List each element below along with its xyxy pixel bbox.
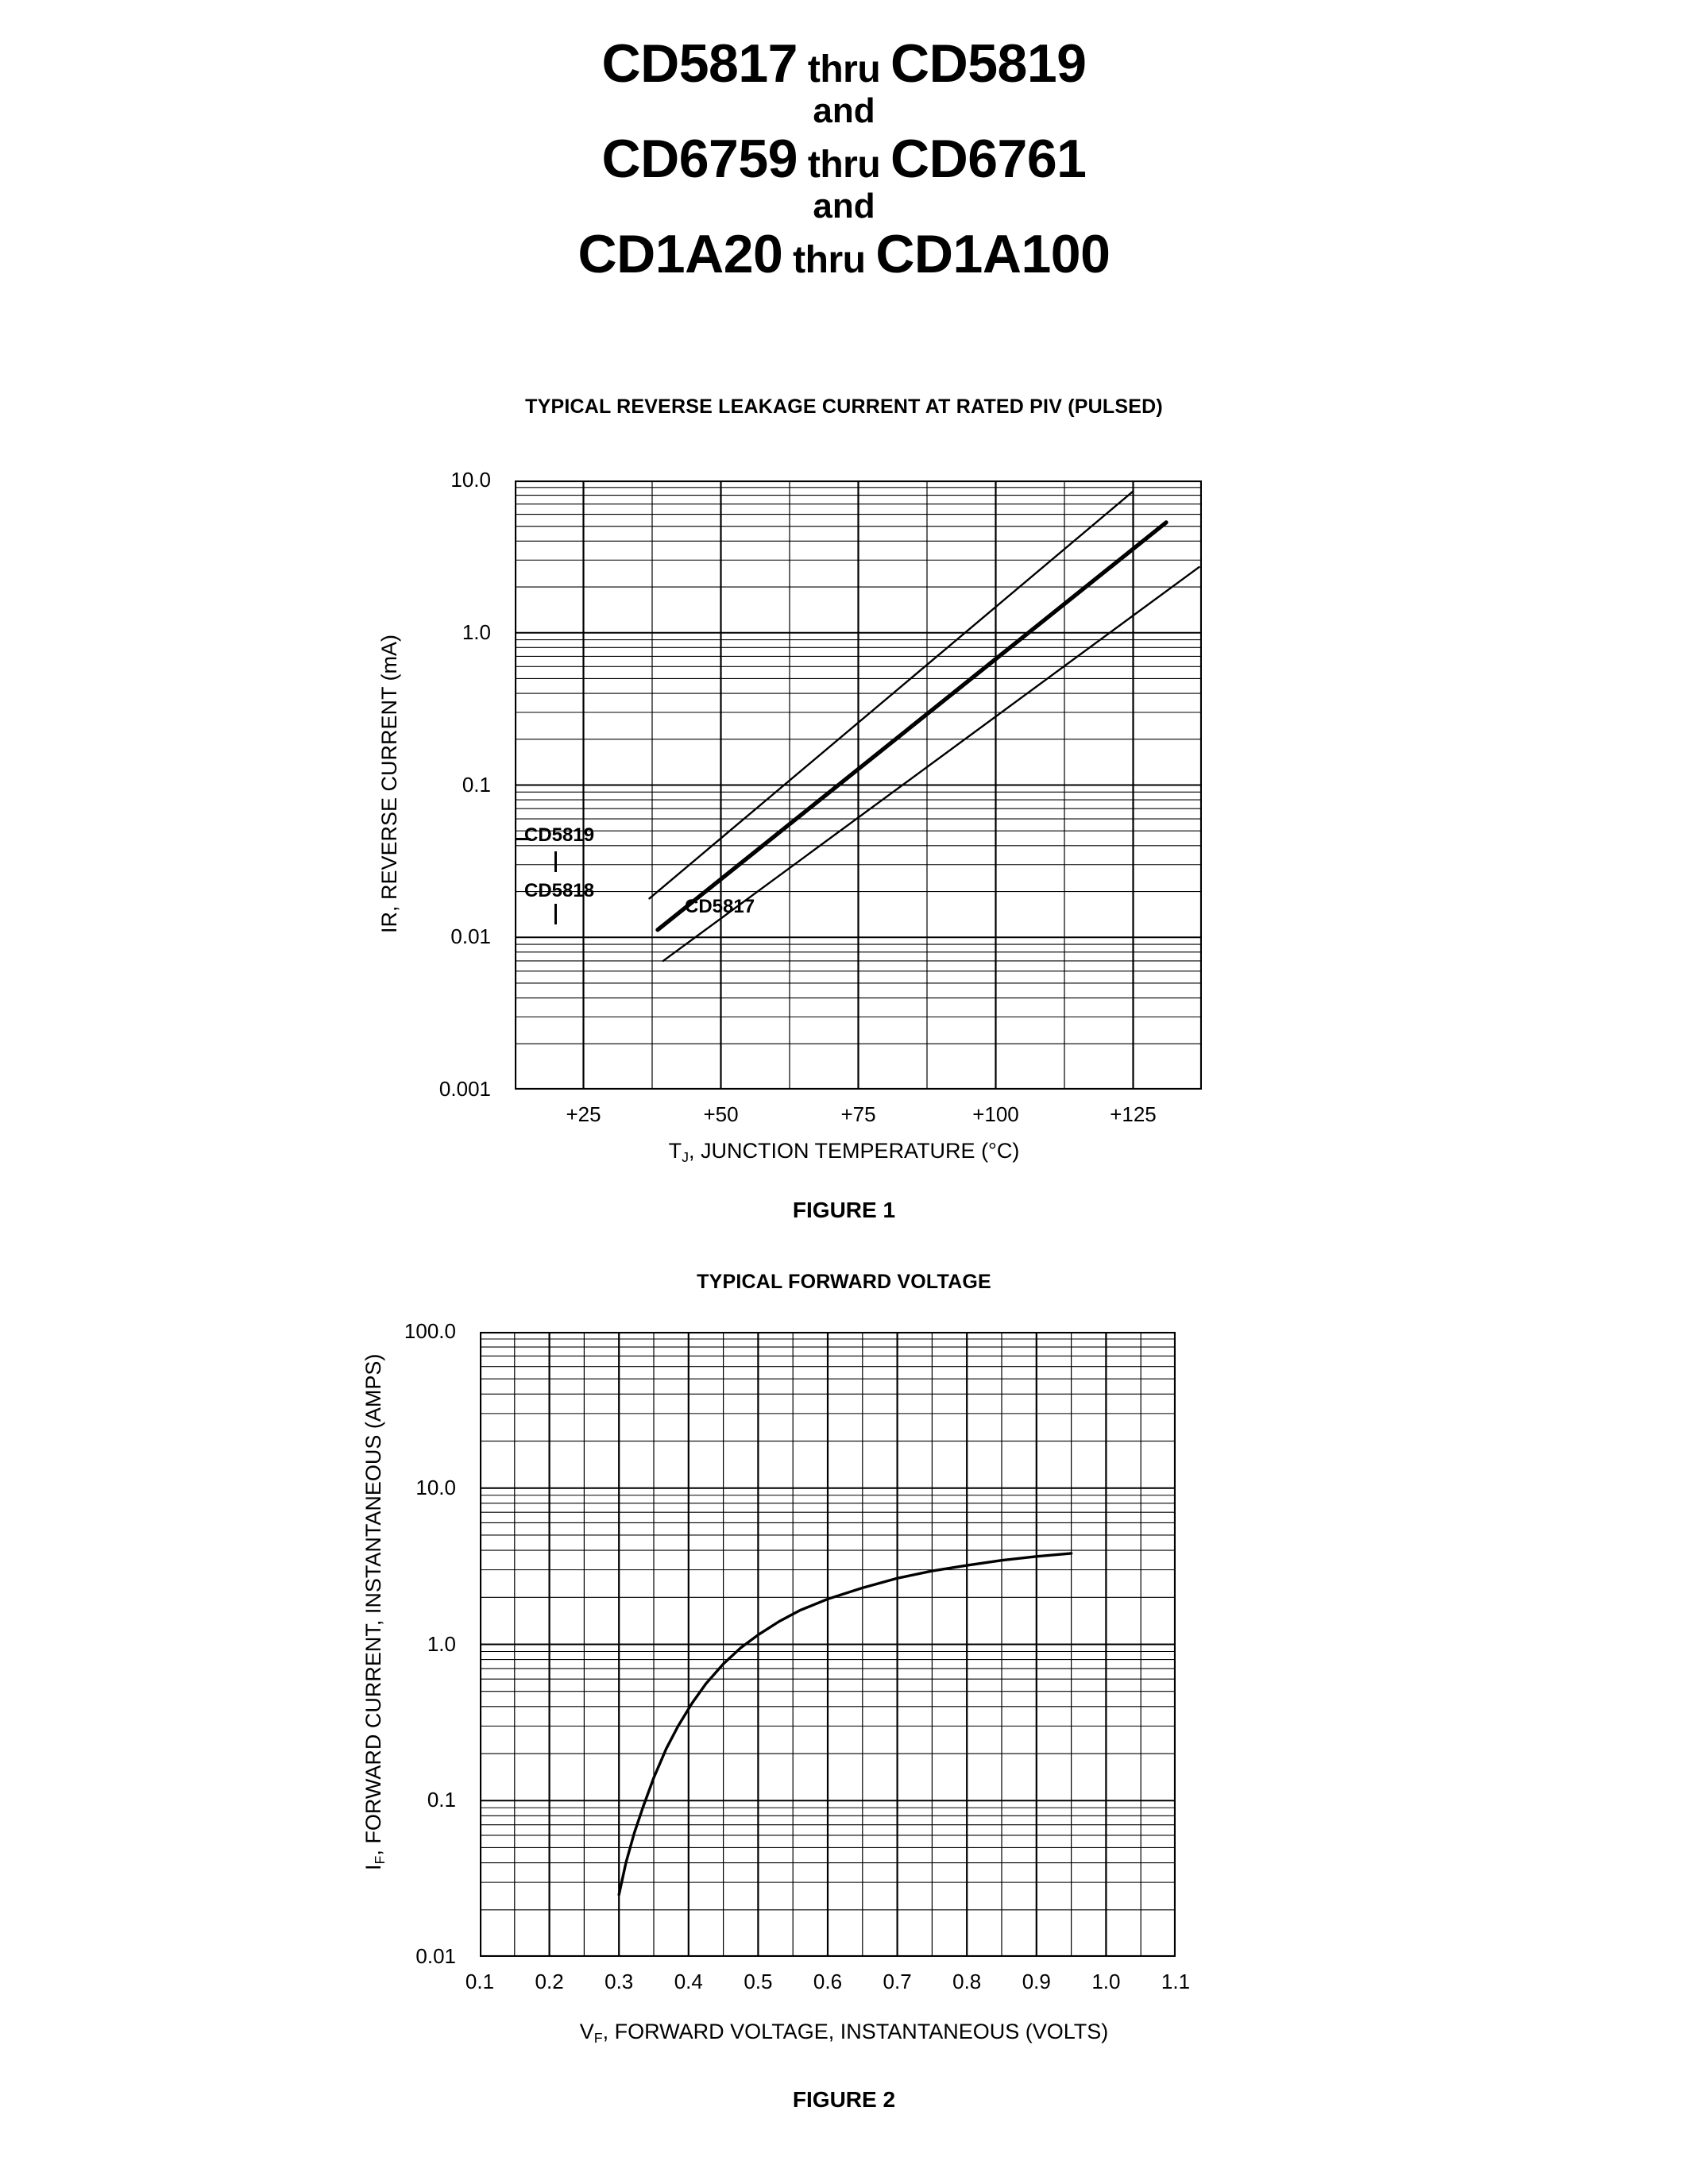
- figure-2-x-tick-1.0: 1.0: [1091, 1970, 1121, 1993]
- figure-2-x-tick-0.5: 0.5: [744, 1970, 773, 1993]
- series-line-forward-voltage: [617, 1552, 1073, 1897]
- figure-1-x-tick-+50: +50: [703, 1102, 739, 1126]
- figure-2-x-tick-0.2: 0.2: [535, 1970, 564, 1993]
- figure-2-x-tick-0.6: 0.6: [813, 1970, 843, 1993]
- figure-1-x-tick-+100: +100: [972, 1102, 1019, 1126]
- figure-2-x-axis-label-subscript: F: [593, 2030, 603, 2047]
- title-1-thru: thru: [807, 48, 881, 91]
- title-2-thru: thru: [807, 144, 881, 186]
- figure-2-x-axis-label-symbol: V: [579, 2020, 594, 2043]
- title-conjunction-1: and: [813, 91, 875, 130]
- title-conjunction-2: and: [813, 187, 875, 226]
- series-line-CD5818: [655, 520, 1168, 932]
- series-line-CD5817: [662, 565, 1200, 963]
- figure-2-title: TYPICAL FORWARD VOLTAGE: [697, 1271, 991, 1293]
- figure-2-x-axis-label-rest: , FORWARD VOLTAGE, INSTANTANEOUS (VOLTS): [602, 2020, 1109, 2043]
- figure-2-y-axis-label-symbol: I: [361, 1864, 385, 1870]
- title-3-right: CD1A100: [875, 224, 1111, 284]
- figure-1-caption: FIGURE 1: [792, 1198, 896, 1222]
- figure-2-x-tick-0.1: 0.1: [465, 1970, 495, 1993]
- figure-1-x-axis-label: TJ, JUNCTION TEMPERATURE (°C): [0, 1139, 1688, 1166]
- figure-2-x-tick-0.9: 0.9: [1022, 1970, 1051, 1993]
- title-3-thru: thru: [793, 239, 866, 281]
- figure-2-y-tick-1.0: 1.0: [427, 1631, 456, 1656]
- page-title-line-3: CD1A20 thru CD1A100: [0, 227, 1688, 281]
- figure-1-x-axis-label-subscript: J: [682, 1149, 689, 1166]
- title-1-right: CD5819: [890, 33, 1087, 94]
- figure-2-y-tick-10.0: 10.0: [415, 1475, 456, 1499]
- figure-1-y-tick-0.001: 0.001: [438, 1077, 491, 1101]
- title-2-left: CD6759: [601, 129, 798, 189]
- figure-1-series-label-CD5818: CD5818: [524, 880, 595, 901]
- figure-1-leader-stub-1: [554, 851, 557, 872]
- figure-1-x-tick-+125: +125: [1110, 1102, 1157, 1126]
- figure-1-y-tick-1.0: 1.0: [462, 619, 491, 644]
- page-title-line-2: CD6759 thru CD6761: [0, 132, 1688, 186]
- figure-2-y-axis-label-rest: , FORWARD CURRENT, INSTANTANEOUS (AMPS): [361, 1353, 385, 1856]
- figure-2-y-tick-0.1: 0.1: [427, 1788, 456, 1812]
- figure-1-leader-stub-2: [554, 904, 557, 924]
- figure-2-x-tick-0.8: 0.8: [952, 1970, 982, 1993]
- figure-1-y-tick-0.01: 0.01: [450, 924, 491, 949]
- figure-2-plot-area: [480, 1332, 1176, 1957]
- figure-1-y-tick-10.0: 10.0: [450, 468, 491, 492]
- figure-1-x-axis-label-rest: , JUNCTION TEMPERATURE (°C): [689, 1139, 1020, 1163]
- figure-1-leader-stub-0: [516, 838, 531, 840]
- title-1-left: CD5817: [601, 33, 798, 94]
- figure-1-x-tick-+75: +75: [840, 1102, 876, 1126]
- figure-2-y-tick-0.01: 0.01: [415, 1944, 456, 1968]
- title-2-right: CD6761: [890, 129, 1087, 189]
- figure-2-x-tick-0.3: 0.3: [605, 1970, 634, 1993]
- figure-2-caption: FIGURE 2: [792, 2087, 896, 2112]
- figure-1-title: TYPICAL REVERSE LEAKAGE CURRENT AT RATED…: [525, 396, 1163, 418]
- figure-1-x-axis-label-symbol: T: [668, 1139, 682, 1163]
- title-3-left: CD1A20: [577, 224, 783, 284]
- figure-2-y-tick-100.0: 100.0: [404, 1319, 456, 1343]
- figure-1-y-tick-0.1: 0.1: [462, 772, 491, 797]
- figure-1-plot-area: [515, 480, 1202, 1090]
- figure-1-series-label-CD5819: CD5819: [524, 824, 595, 846]
- figure-1-x-tick-+25: +25: [566, 1102, 601, 1126]
- series-line-CD5819: [648, 490, 1134, 900]
- figure-2-x-tick-0.4: 0.4: [674, 1970, 703, 1993]
- figure-2-x-tick-0.7: 0.7: [883, 1970, 912, 1993]
- page-title-line-1: CD5817 thru CD5819: [0, 37, 1688, 91]
- figure-1-series-label-CD5817: CD5817: [685, 896, 755, 917]
- page-title-block: CD5817 thru CD5819 and CD6759 thru CD676…: [0, 37, 1688, 281]
- figure-2-x-tick-1.1: 1.1: [1161, 1970, 1191, 1993]
- figure-2-y-axis-label-subscript: F: [372, 1855, 388, 1865]
- figure-2-x-axis-label: VF, FORWARD VOLTAGE, INSTANTANEOUS (VOLT…: [0, 2020, 1688, 2047]
